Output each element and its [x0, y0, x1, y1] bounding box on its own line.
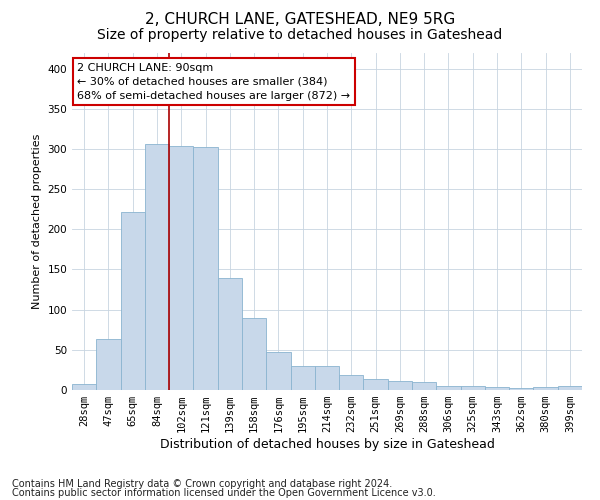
Text: Size of property relative to detached houses in Gateshead: Size of property relative to detached ho…	[97, 28, 503, 42]
Bar	[266, 352, 290, 390]
Bar	[509, 388, 533, 390]
Text: 2, CHURCH LANE, GATESHEAD, NE9 5RG: 2, CHURCH LANE, GATESHEAD, NE9 5RG	[145, 12, 455, 28]
Text: Contains public sector information licensed under the Open Government Licence v3: Contains public sector information licen…	[12, 488, 436, 498]
Bar	[242, 318, 266, 390]
Bar	[436, 386, 461, 390]
Bar	[388, 381, 412, 390]
X-axis label: Distribution of detached houses by size in Gateshead: Distribution of detached houses by size …	[160, 438, 494, 451]
Bar	[169, 146, 193, 390]
Bar	[218, 278, 242, 390]
Bar	[96, 340, 121, 390]
Bar	[364, 379, 388, 390]
Bar	[558, 386, 582, 390]
Bar	[339, 374, 364, 390]
Bar	[121, 212, 145, 390]
Bar	[533, 387, 558, 390]
Bar	[290, 366, 315, 390]
Bar	[193, 148, 218, 390]
Bar	[72, 384, 96, 390]
Text: Contains HM Land Registry data © Crown copyright and database right 2024.: Contains HM Land Registry data © Crown c…	[12, 479, 392, 489]
Y-axis label: Number of detached properties: Number of detached properties	[32, 134, 42, 309]
Text: 2 CHURCH LANE: 90sqm
← 30% of detached houses are smaller (384)
68% of semi-deta: 2 CHURCH LANE: 90sqm ← 30% of detached h…	[77, 62, 350, 100]
Bar	[145, 144, 169, 390]
Bar	[485, 387, 509, 390]
Bar	[315, 366, 339, 390]
Bar	[412, 382, 436, 390]
Bar	[461, 386, 485, 390]
